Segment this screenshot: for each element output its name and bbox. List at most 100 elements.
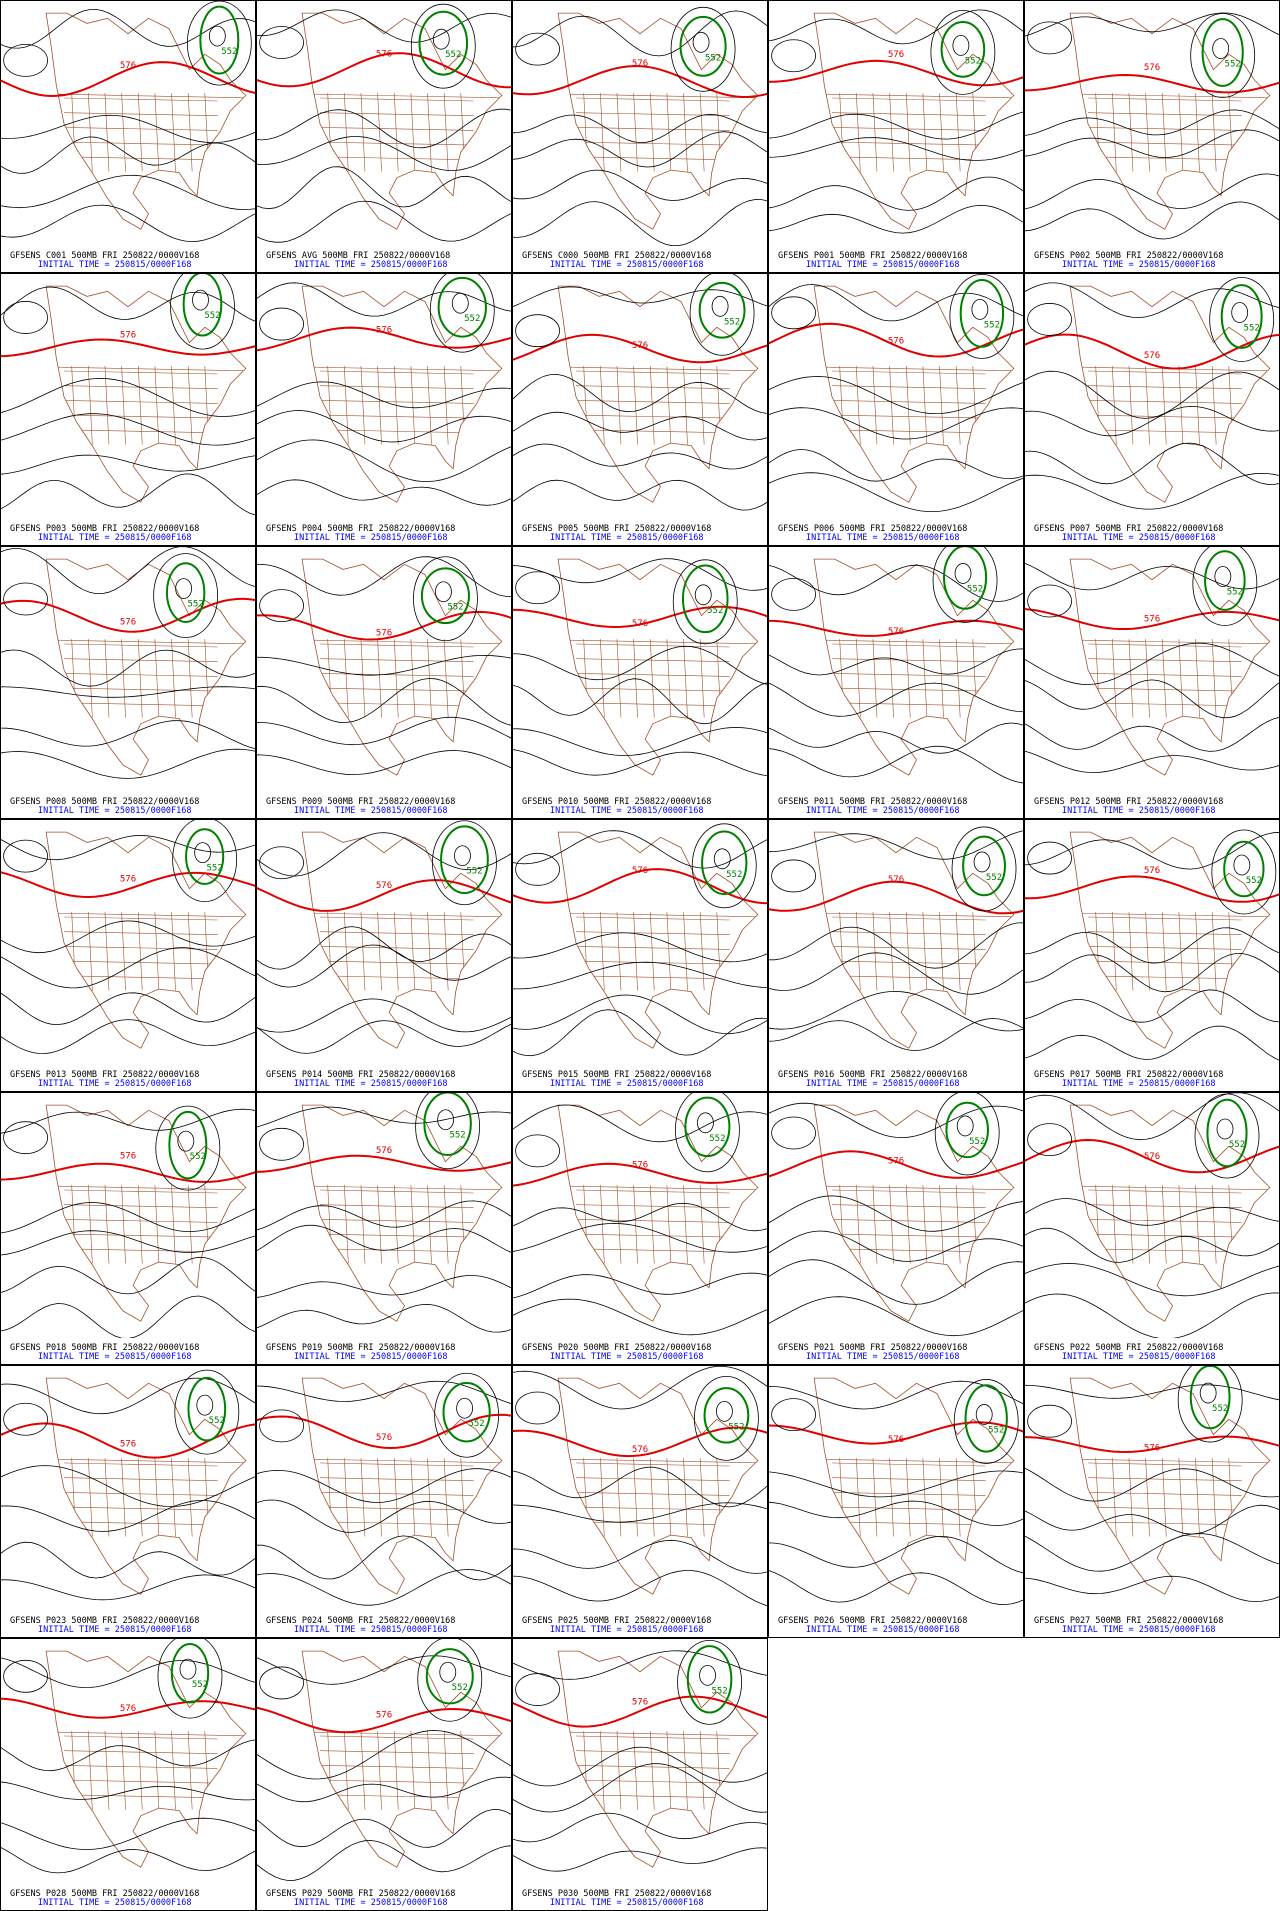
height-contour xyxy=(769,1500,1023,1527)
height-contour xyxy=(1,1295,255,1338)
height-contour xyxy=(513,113,767,144)
west-low xyxy=(1027,841,1073,875)
height-contour xyxy=(513,1812,767,1843)
map-area xyxy=(1025,12,1279,240)
height-contour xyxy=(513,286,767,308)
initial-time: INITIAL TIME = 250815/0000F168 xyxy=(806,260,960,270)
state-border xyxy=(872,912,878,991)
state-border xyxy=(1128,366,1134,445)
state-border xyxy=(344,1458,349,1537)
border xyxy=(1070,1457,1270,1464)
panel-title: GFSENS P012 500MB FRI 250822/0000V168 xyxy=(1034,797,1223,807)
height-contour xyxy=(1,1657,255,1689)
panel-title: GFSENS P013 500MB FRI 250822/0000V168 xyxy=(10,1070,199,1080)
low-contour xyxy=(1190,13,1256,98)
panel-frame xyxy=(768,0,1024,273)
state-border xyxy=(633,366,638,445)
state-border xyxy=(104,1731,110,1810)
height-contour xyxy=(257,750,511,776)
contour-label: 552 xyxy=(466,867,482,877)
panel-frame xyxy=(256,546,512,819)
height-contour xyxy=(257,832,511,877)
state-border xyxy=(575,127,730,131)
state-border xyxy=(427,1731,432,1810)
coastline xyxy=(813,558,1015,776)
height-contour xyxy=(1,1108,255,1134)
state-border xyxy=(121,1731,126,1810)
height-contour xyxy=(513,10,767,57)
state-border xyxy=(616,639,622,718)
west-low xyxy=(3,1659,49,1693)
state-border xyxy=(1087,687,1242,692)
state-border xyxy=(575,1248,730,1253)
height-contour xyxy=(257,166,511,210)
state-border xyxy=(616,1185,622,1264)
state-border xyxy=(360,93,366,172)
height-contour xyxy=(513,1847,767,1872)
state-border xyxy=(319,658,474,662)
state-border xyxy=(831,687,986,692)
coastline xyxy=(301,12,503,230)
height-contour xyxy=(513,1763,767,1813)
low-contour xyxy=(1231,302,1249,323)
low-contour xyxy=(415,1093,480,1170)
state-border xyxy=(575,1462,730,1467)
contour-576 xyxy=(769,59,1023,87)
state-lines xyxy=(558,911,758,991)
height-contour xyxy=(769,376,1023,415)
low-contour xyxy=(952,34,970,56)
panel-frame xyxy=(768,819,1024,1092)
west-low xyxy=(259,307,305,341)
low-contour xyxy=(439,1661,457,1683)
height-contour xyxy=(1025,1198,1279,1226)
contour-576 xyxy=(769,1150,1023,1179)
state-border xyxy=(1087,1219,1242,1223)
map-panel: 576 552 GFSENS P026 500MB FRI 250822/0000V… xyxy=(768,1365,1024,1638)
state-border xyxy=(575,156,730,161)
contour-552 xyxy=(942,547,988,610)
height-contour xyxy=(257,1840,511,1881)
state-border xyxy=(171,1185,176,1264)
state-border xyxy=(1087,400,1242,404)
height-contour xyxy=(1025,472,1279,510)
low-contour xyxy=(172,820,238,903)
height-contour xyxy=(1025,927,1279,964)
contour-label: 552 xyxy=(449,1131,465,1141)
west-low xyxy=(515,1134,561,1168)
state-border xyxy=(831,1521,986,1526)
panel-title: GFSENS P002 500MB FRI 250822/0000V168 xyxy=(1034,251,1223,261)
height-contour xyxy=(257,716,511,746)
coastline xyxy=(557,285,759,503)
height-contour xyxy=(257,1380,511,1404)
border xyxy=(1070,92,1270,99)
panel-frame xyxy=(256,819,512,1092)
state-border xyxy=(575,1492,730,1496)
height-contour xyxy=(257,1020,511,1054)
map-panel: 576 552 GFSENS P016 500MB FRI 250822/0000V… xyxy=(768,819,1024,1092)
contour-label: 576 xyxy=(376,326,392,336)
initial-time: INITIAL TIME = 250815/0000F168 xyxy=(550,1898,704,1908)
height-contour xyxy=(1025,1575,1279,1603)
state-border xyxy=(831,429,986,434)
initial-time: INITIAL TIME = 250815/0000F168 xyxy=(806,806,960,816)
state-border xyxy=(699,1731,705,1810)
state-border xyxy=(575,687,730,692)
contour-label: 576 xyxy=(632,619,648,629)
contour-label: 576 xyxy=(120,1152,136,1162)
state-border xyxy=(443,639,449,718)
contour-label: 576 xyxy=(1144,351,1160,361)
contour-552 xyxy=(686,1645,733,1714)
contour-576 xyxy=(513,1162,767,1187)
height-contour xyxy=(1,686,255,698)
coastline xyxy=(45,1377,247,1595)
contour-label: 576 xyxy=(120,874,136,884)
height-contour xyxy=(513,1366,767,1410)
border xyxy=(558,1730,758,1737)
panel-title: GFSENS P016 500MB FRI 250822/0000V168 xyxy=(778,1070,967,1080)
low-contour xyxy=(692,31,710,53)
state-border xyxy=(1211,93,1217,172)
state-border xyxy=(683,93,688,172)
contour-label: 576 xyxy=(632,866,648,876)
panel-title: GFSENS P008 500MB FRI 250822/0000V168 xyxy=(10,797,199,807)
contour-552 xyxy=(423,1093,472,1156)
